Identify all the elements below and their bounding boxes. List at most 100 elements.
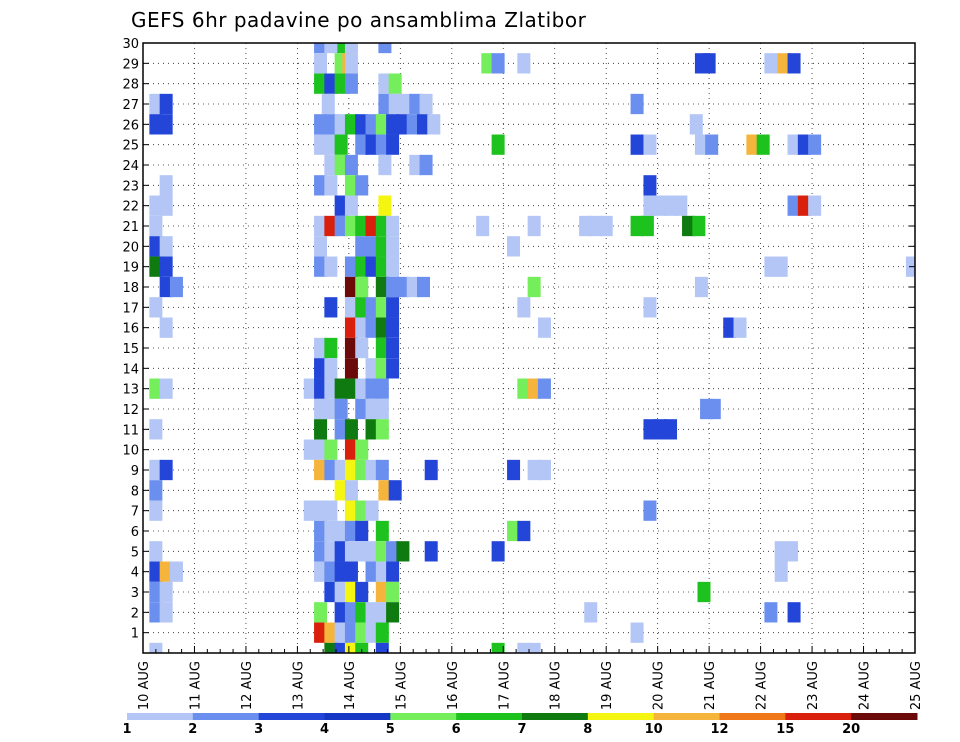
- y-tick-label: 30: [122, 37, 139, 52]
- heatmap-cell: [314, 114, 328, 135]
- heatmap-cell: [355, 520, 369, 542]
- heatmap-cell: [733, 317, 747, 338]
- heatmap-cell: [159, 114, 173, 135]
- x-tick-label: 18 AUG: [549, 661, 564, 710]
- heatmap-cell: [507, 236, 521, 257]
- heatmap-cell: [787, 53, 801, 74]
- colorbar-label: 6: [452, 722, 461, 737]
- heatmap-cell: [324, 256, 338, 277]
- y-tick-label: 1: [131, 627, 139, 642]
- heatmap-cell: [517, 297, 531, 318]
- heatmap-cell: [386, 581, 400, 603]
- y-tick-label: 17: [122, 301, 139, 316]
- heatmap-cell: [314, 236, 328, 257]
- colorbar-swatch: [587, 713, 655, 720]
- heatmap-cell: [334, 642, 348, 653]
- heatmap-cell: [375, 419, 389, 440]
- colorbar-swatch: [719, 713, 786, 720]
- heatmap-cell: [365, 236, 379, 257]
- heatmap-cell: [324, 358, 338, 379]
- y-tick-label: 22: [122, 200, 139, 215]
- heatmap-cell: [344, 73, 358, 94]
- heatmap-cell: [406, 114, 420, 135]
- y-tick-label: 2: [131, 606, 139, 621]
- heatmap-cell: [334, 43, 348, 54]
- heatmap-cell: [406, 276, 420, 298]
- x-tick-label: 12 AUG: [240, 661, 255, 710]
- x-tick-label: 24 AUG: [858, 661, 873, 710]
- heatmap-cell: [517, 53, 531, 74]
- y-tick-label: 8: [131, 484, 139, 499]
- heatmap-cell: [334, 73, 348, 94]
- heatmap-cell: [324, 337, 338, 359]
- heatmap-cell: [630, 215, 644, 237]
- heatmap-cell: [375, 520, 389, 542]
- heatmap-cell: [314, 622, 328, 643]
- heatmap-cell: [764, 256, 778, 277]
- heatmap-cell: [344, 419, 358, 440]
- heatmap-cell: [344, 602, 358, 623]
- heatmap-cell: [344, 256, 358, 277]
- heatmap-cell: [375, 297, 389, 318]
- y-tick-label: 3: [131, 586, 139, 601]
- heatmap-cell: [682, 215, 696, 237]
- heatmap-cell: [355, 602, 369, 623]
- heatmap-cell: [375, 378, 389, 399]
- heatmap-cell: [344, 520, 358, 542]
- heatmap-cell: [416, 276, 430, 298]
- heatmap-cell: [159, 175, 173, 196]
- heatmap-cell: [527, 459, 541, 481]
- heatmap-cell: [334, 459, 348, 481]
- colorbar-label: 8: [583, 722, 592, 737]
- heatmap-cell: [365, 134, 379, 155]
- heatmap-cell: [424, 459, 438, 481]
- heatmap-cell: [396, 541, 410, 562]
- heatmap-cell: [324, 215, 338, 237]
- heatmap-cell: [375, 337, 389, 359]
- heatmap-cell: [355, 317, 369, 338]
- heatmap-cell: [365, 297, 379, 318]
- heatmap-cell: [324, 398, 338, 420]
- heatmap-cell: [159, 378, 173, 399]
- heatmap-cell: [537, 378, 551, 399]
- heatmap-cell: [344, 642, 358, 653]
- heatmap-cell: [365, 114, 379, 135]
- heatmap-cell: [797, 134, 811, 155]
- heatmap-cell: [787, 602, 801, 623]
- heatmap-cell: [386, 317, 400, 338]
- heatmap-cell: [159, 581, 173, 603]
- heatmap-cell: [375, 358, 389, 379]
- heatmap-cell: [149, 93, 163, 115]
- heatmap-cell: [149, 642, 163, 653]
- y-tick-label: 4: [131, 566, 139, 581]
- heatmap-cell: [344, 439, 358, 460]
- y-tick-label: 20: [122, 240, 139, 255]
- heatmap-cell: [375, 581, 389, 603]
- heatmap-cell: [314, 398, 328, 420]
- heatmap-cell: [334, 154, 348, 176]
- heatmap-cell: [344, 622, 358, 643]
- heatmap-cell: [149, 114, 163, 135]
- heatmap-cell: [314, 73, 328, 94]
- heatmap-cell: [375, 256, 389, 277]
- heatmap-cell: [517, 378, 531, 399]
- heatmap-cell: [344, 53, 358, 74]
- heatmap-cell: [159, 236, 173, 257]
- heatmap-cell: [324, 500, 338, 521]
- heatmap-cell: [375, 561, 389, 582]
- heatmap-cell: [334, 114, 348, 135]
- y-tick-label: 13: [122, 383, 139, 398]
- heatmap-cell: [643, 500, 657, 521]
- heatmap-cell: [378, 154, 392, 176]
- heatmap-cell: [334, 480, 348, 501]
- heatmap-cell: [694, 276, 708, 298]
- heatmap-cell: [764, 602, 778, 623]
- x-tick-label: 17 AUG: [497, 661, 512, 710]
- heatmap-cell: [396, 276, 410, 298]
- heatmap-cell: [355, 398, 369, 420]
- heatmap-cell: [416, 114, 430, 135]
- heatmap-cell: [314, 378, 328, 399]
- heatmap-cell: [599, 215, 613, 237]
- heatmap-cell: [365, 215, 379, 237]
- heatmap-cell: [334, 215, 348, 237]
